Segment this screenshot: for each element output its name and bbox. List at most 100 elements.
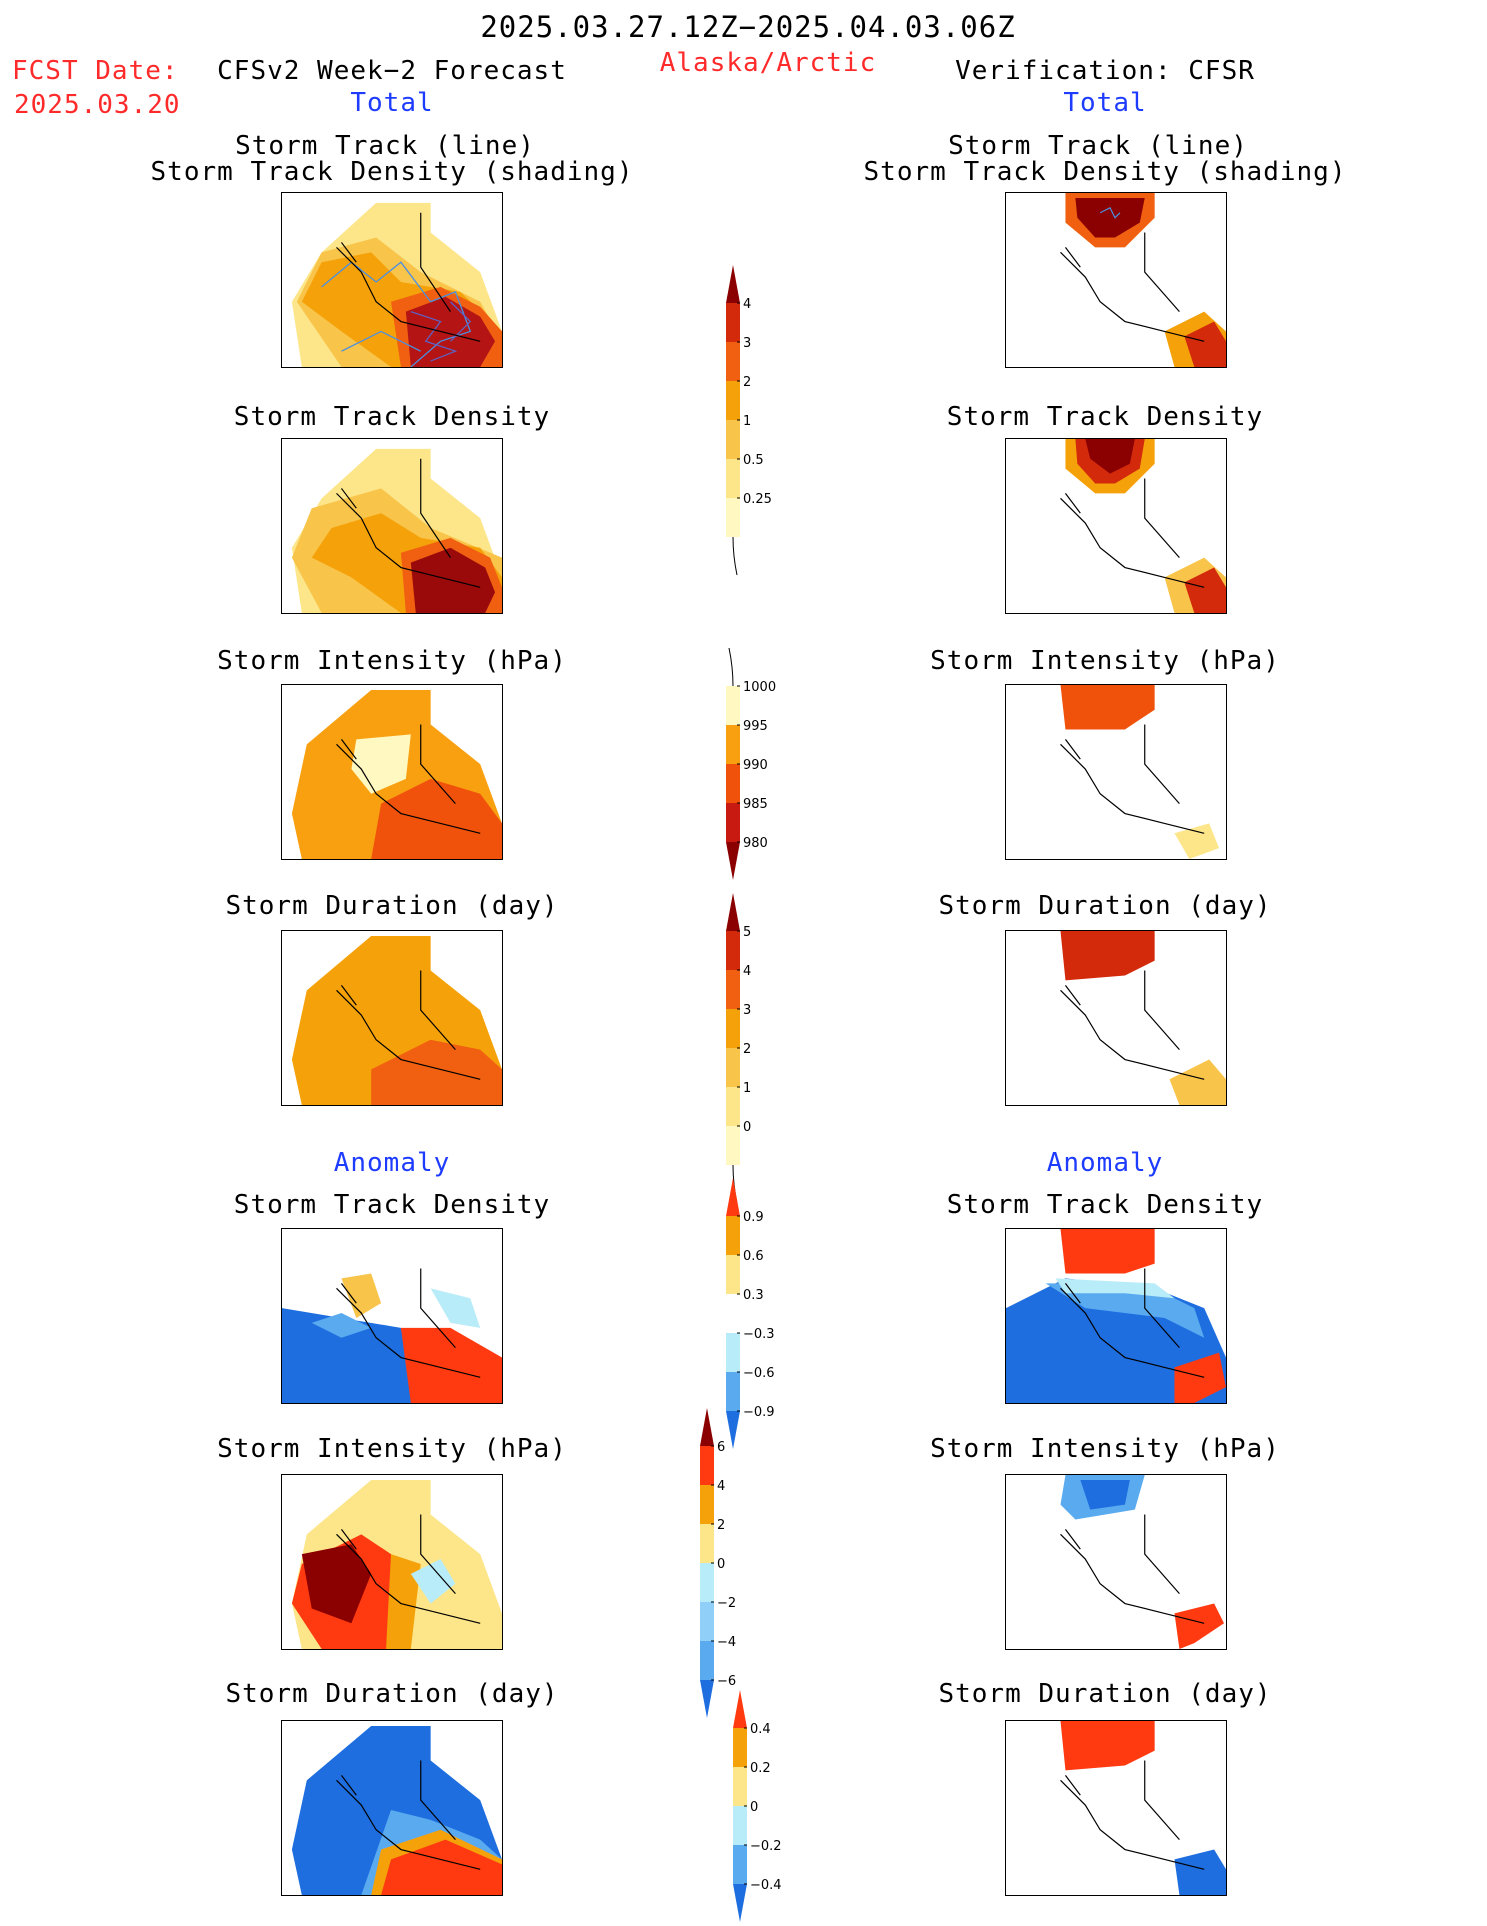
cb-anom-duration-segment	[733, 1806, 747, 1845]
cb-anom-duration-label: 0	[750, 1800, 758, 1815]
cb-anom-duration-segment	[733, 1728, 747, 1767]
cb-anom-duration-segment	[733, 1845, 747, 1884]
cb-anom-intensity-segment	[700, 1485, 714, 1524]
map-forecast-intensity	[281, 684, 503, 860]
cb-duration-segment	[726, 931, 740, 970]
title-l2: Storm Track Density	[233, 402, 551, 432]
cb-anom-intensity-label: −6	[717, 1674, 736, 1689]
cb-intensity-label: 985	[743, 797, 768, 812]
cb-anom-duration-svg: 0.4 0.2 0 −0.2 −0.4	[733, 1690, 782, 1922]
title-l6: Storm Intensity (hPa)	[217, 1434, 567, 1464]
cb-anom-duration-label: 0.2	[750, 1761, 771, 1776]
map-forecast-duration	[281, 930, 503, 1106]
fcst-date-value: 2025.03.20	[14, 90, 181, 120]
verification-label: Verification: CFSR	[955, 56, 1255, 86]
cb-duration-segment	[726, 1126, 740, 1165]
cb-anom-duration-bottom-arrow	[733, 1884, 747, 1922]
cb-anom-intensity-top-arrow	[700, 1408, 714, 1446]
map-verify-anom-density	[1005, 1228, 1227, 1404]
cb-intensity-segment	[726, 803, 740, 842]
cb-density-segment	[726, 420, 740, 459]
cb-duration-label: 3	[743, 1003, 751, 1018]
cb-intensity-segment	[726, 764, 740, 803]
cb-anom-density-label: 0.9	[743, 1210, 764, 1225]
cb-density-label: 0.5	[743, 453, 764, 468]
cb-density-label: 2	[743, 375, 751, 390]
map-forecast-anom-duration	[281, 1720, 503, 1896]
cb-density-label: 0.25	[743, 492, 772, 507]
map-verify-anom-intensity	[1005, 1474, 1227, 1650]
cb-anom-intensity-label: −4	[717, 1635, 736, 1650]
cb-duration-segment	[726, 1048, 740, 1087]
cb-anom-density-segment	[726, 1372, 740, 1411]
title-r5: Storm Track Density	[946, 1190, 1264, 1220]
colorbar-anom-intensity: 6 4 2 0 −2 −4 −6	[700, 1408, 780, 1722]
cb-anom-density-label: −0.9	[743, 1405, 775, 1420]
cb-intensity-label: 990	[743, 758, 768, 773]
colorbar-anom-density: 0.9 0.6 0.3 −0.3 −0.6 −0.9	[726, 1178, 806, 1453]
cb-duration-top-arrow	[726, 893, 740, 931]
cb-density-svg: 4 3 2 1 0.5 0.25	[726, 265, 772, 576]
title-l4: Storm Duration (day)	[225, 891, 559, 921]
cb-anom-intensity-segment	[700, 1446, 714, 1485]
cb-density-label: 4	[743, 297, 751, 312]
cb-duration-label: 2	[743, 1042, 751, 1057]
cb-density-segment	[726, 381, 740, 420]
cb-duration-svg: 5 4 3 2 1 0	[726, 893, 751, 1204]
title-l7: Storm Duration (day)	[225, 1679, 559, 1709]
title-r2: Storm Track Density	[946, 402, 1264, 432]
cb-anom-duration-label: −0.4	[750, 1878, 782, 1893]
map-forecast-anom-density	[281, 1228, 503, 1404]
title-l3: Storm Intensity (hPa)	[217, 646, 567, 676]
title-r7: Storm Duration (day)	[938, 1679, 1272, 1709]
title-r4: Storm Duration (day)	[938, 891, 1272, 921]
cb-duration-label: 4	[743, 964, 751, 979]
map-verify-intensity	[1005, 684, 1227, 860]
cb-anom-density-segment	[726, 1333, 740, 1372]
cb-anom-density-label: −0.6	[743, 1366, 775, 1381]
cb-density-segment	[726, 342, 740, 381]
map-verify-track	[1005, 192, 1227, 368]
cb-duration-label: 1	[743, 1081, 751, 1096]
cb-density-bottom-line	[732, 536, 738, 576]
cb-intensity-label: 995	[743, 719, 768, 734]
cb-anom-intensity-label: 2	[717, 1518, 725, 1533]
cb-anom-density-label: 0.6	[743, 1249, 764, 1264]
page-title: 2025.03.27.12Z−2025.04.03.06Z	[480, 10, 1016, 44]
map-forecast-anom-intensity	[281, 1474, 503, 1650]
cb-duration-segment	[726, 1087, 740, 1126]
cb-duration-segment	[726, 1009, 740, 1048]
cb-anom-density-segment	[726, 1255, 740, 1294]
map-verify-duration	[1005, 930, 1227, 1106]
cb-duration-label: 5	[743, 925, 751, 940]
cb-anom-intensity-label: 6	[717, 1440, 725, 1455]
region-label: Alaska/Arctic	[659, 48, 877, 78]
cb-intensity-bottom-arrow	[726, 842, 740, 880]
cb-anom-density-label: −0.3	[743, 1327, 775, 1342]
cb-anom-density-top-arrow	[726, 1178, 740, 1216]
cb-anom-density-bottom-arrow	[726, 1411, 740, 1449]
cb-anom-intensity-label: 4	[717, 1479, 725, 1494]
cb-anom-intensity-label: −2	[717, 1596, 736, 1611]
cb-density-segment	[726, 459, 740, 498]
cb-density-label: 3	[743, 336, 751, 351]
total-label-left: Total	[350, 88, 434, 118]
title-r6: Storm Intensity (hPa)	[930, 1434, 1280, 1464]
cb-anom-intensity-svg: 6 4 2 0 −2 −4 −6	[700, 1408, 736, 1718]
cb-anom-duration-label: −0.2	[750, 1839, 782, 1854]
colorbar-anom-duration: 0.4 0.2 0 −0.2 −0.4	[733, 1690, 813, 1926]
cb-anom-intensity-bottom-arrow	[700, 1680, 714, 1718]
title-r1a: Storm Track (line)	[948, 131, 1248, 161]
map-forecast-density	[281, 438, 503, 614]
cb-anom-intensity-segment	[700, 1602, 714, 1641]
cb-anom-density-segment	[726, 1216, 740, 1255]
colorbar-intensity: 1000 995 990 985 980	[726, 647, 806, 884]
cb-intensity-segment	[726, 686, 740, 725]
cb-anom-density-segment	[726, 1294, 740, 1333]
cb-anom-intensity-segment	[700, 1641, 714, 1680]
cb-anom-density-label: 0.3	[743, 1288, 764, 1303]
title-l1b: Storm Track Density (shading)	[150, 157, 634, 187]
cb-intensity-svg: 1000 995 990 985 980	[726, 647, 776, 880]
cb-anom-intensity-segment	[700, 1563, 714, 1602]
title-l5: Storm Track Density	[233, 1190, 551, 1220]
